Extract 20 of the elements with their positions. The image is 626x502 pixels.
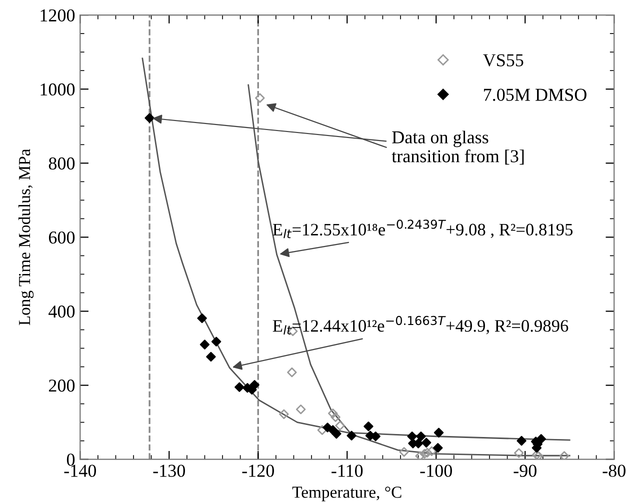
y-tick-label: 400: [48, 305, 75, 318]
legend-label: VS55: [483, 54, 524, 66]
y-tick-label: 0: [66, 454, 75, 466]
x-tick-label: -110: [332, 464, 363, 477]
legend-label: 7.05M DMSO: [484, 88, 586, 101]
y-tick-label: 800: [48, 157, 75, 170]
x-tick-label: -120: [242, 464, 274, 477]
y-tick-label: 200: [48, 380, 75, 392]
y-tick-label: 600: [48, 231, 75, 244]
x-tick-label: -130: [153, 464, 185, 477]
y-tick-label: 1000: [40, 83, 75, 96]
x-tick-label: -80: [602, 464, 626, 477]
x-tick-label: -140: [64, 464, 96, 477]
x-tick-label: -100: [420, 464, 452, 477]
x-axis-title: Temperature, °C: [292, 486, 402, 502]
y-axis-title: Long Time Modulus, MPa: [18, 148, 34, 326]
annotation: Data on glass transition from [3]: [392, 130, 524, 165]
y-tick-label: 1200: [40, 9, 75, 22]
x-tick-label: -90: [514, 464, 536, 477]
annotation: E$_{lt}$=12.55x10¹⁸e$^{−0.2439T}$+9.08 , R²=0.8195: [272, 220, 573, 238]
